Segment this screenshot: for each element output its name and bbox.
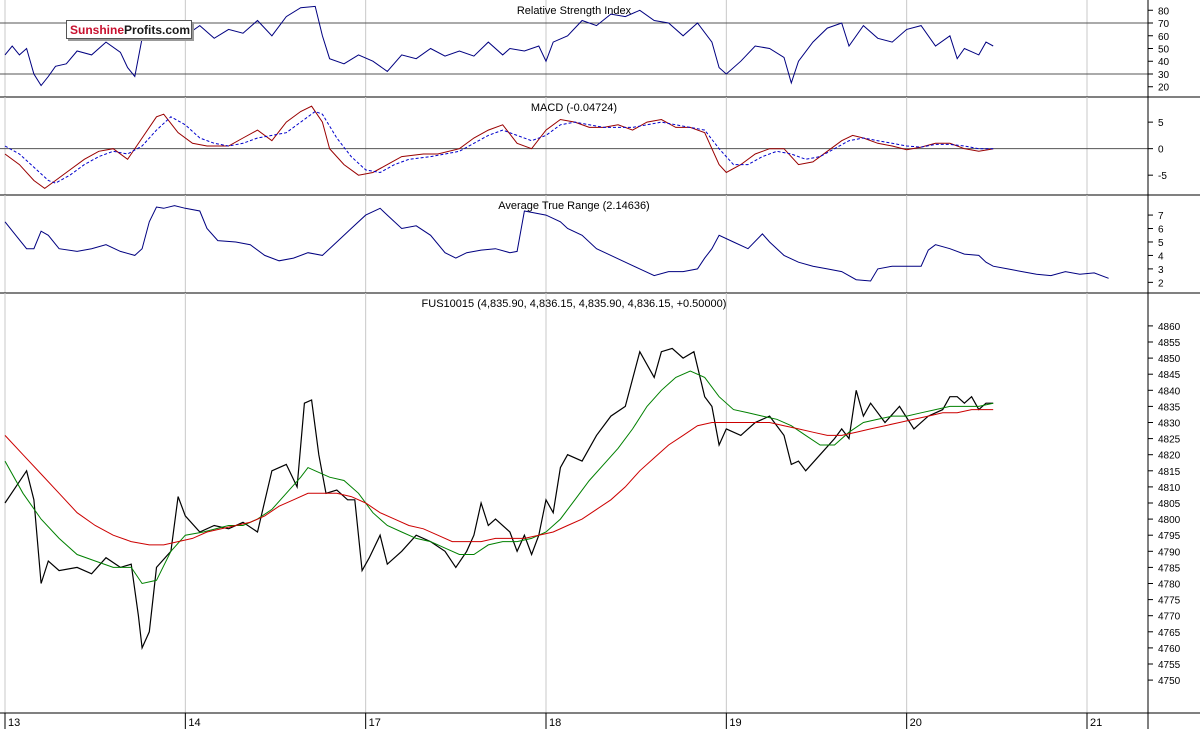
series-ma_long-line (4, 409, 994, 546)
y-tick-label: 4835 (1158, 402, 1181, 413)
y-tick-label: 50 (1158, 45, 1170, 56)
y-tick-label: 7 (1158, 211, 1164, 222)
series-indicator-line (4, 5, 994, 87)
y-tick-label: 4830 (1158, 419, 1181, 430)
y-tick-label: 4855 (1158, 338, 1181, 349)
y-tick-label: 5 (1158, 238, 1164, 249)
y-tick-label: 4765 (1158, 628, 1181, 639)
series-ma_short-line (4, 370, 994, 585)
x-tick-label: 14 (188, 717, 200, 729)
y-tick-label: 70 (1158, 19, 1170, 30)
y-tick-label: 4795 (1158, 531, 1181, 542)
panel-title: Average True Range (2.14636) (498, 200, 649, 212)
panel-title: Relative Strength Index (517, 5, 632, 17)
y-tick-label: 4790 (1158, 547, 1181, 558)
logo-text-profits: Profits.com (124, 23, 191, 37)
y-tick-label: 4775 (1158, 596, 1181, 607)
y-tick-label: 30 (1158, 70, 1170, 81)
sunshine-profits-logo[interactable]: SunshineProfits.com (66, 20, 192, 39)
x-tick-label: 17 (369, 717, 381, 729)
panel-title: MACD (-0.04724) (531, 102, 617, 114)
y-tick-label: 4750 (1158, 676, 1181, 687)
y-tick-label: 4785 (1158, 563, 1181, 574)
y-tick-label: 4 (1158, 251, 1164, 262)
y-tick-label: 4820 (1158, 451, 1181, 462)
x-tick-label: 21 (1090, 717, 1102, 729)
y-tick-label: 4840 (1158, 386, 1181, 397)
x-tick-label: 20 (910, 717, 922, 729)
x-tick-label: 19 (729, 717, 741, 729)
y-tick-label: 4780 (1158, 580, 1181, 591)
logo-text-sunshine: Sunshine (70, 23, 125, 37)
y-tick-label: 4850 (1158, 354, 1181, 365)
panel-2: 5 0 -5 MACD (-0.04724) (0, 97, 1200, 196)
y-tick-label: 4760 (1158, 644, 1181, 655)
x-tick-label: 18 (549, 717, 561, 729)
y-tick-label: 4815 (1158, 467, 1181, 478)
y-tick-label: 4800 (1158, 515, 1181, 526)
y-tick-label: -5 (1158, 171, 1167, 182)
y-tick-label: 4770 (1158, 612, 1181, 623)
series-indicator-line (4, 205, 1109, 282)
y-tick-label: 60 (1158, 32, 1170, 43)
y-tick-label: 4825 (1158, 435, 1181, 446)
panel-3: 2 3 4 5 6 7 Average True Range (2.14636) (0, 195, 1200, 294)
y-tick-label: 0 (1158, 145, 1164, 156)
x-tick-label: 13 (8, 717, 20, 729)
y-tick-label: 5 (1158, 118, 1164, 129)
y-tick-label: 3 (1158, 265, 1164, 276)
y-tick-label: 40 (1158, 57, 1170, 68)
y-tick-label: 20 (1158, 83, 1170, 94)
y-tick-label: 4845 (1158, 370, 1181, 381)
y-tick-label: 4810 (1158, 483, 1181, 494)
y-tick-label: 6 (1158, 225, 1164, 236)
y-tick-label: 4805 (1158, 499, 1181, 510)
series-signal-line (4, 110, 994, 184)
y-tick-label: 80 (1158, 6, 1170, 17)
y-tick-label: 4860 (1158, 322, 1181, 333)
y-tick-label: 4755 (1158, 660, 1181, 671)
panel-title: FUS10015 (4,835.90, 4,836.15, 4,835.90, … (422, 298, 727, 310)
series-macd-line (4, 105, 994, 190)
y-tick-label: 2 (1158, 278, 1164, 289)
